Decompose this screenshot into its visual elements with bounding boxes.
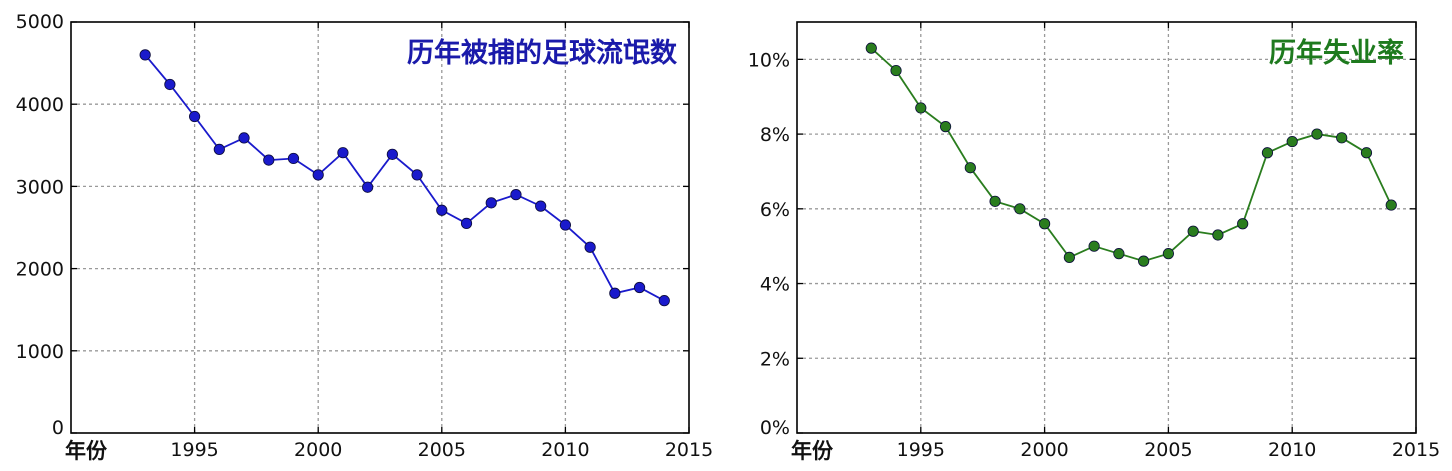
data-point [989, 195, 1001, 207]
data-point [312, 169, 324, 181]
data-point [436, 204, 448, 216]
plot-frame [796, 21, 1417, 434]
x-tick-label: 2010 [541, 439, 589, 461]
y-tick-label: 10% [748, 49, 790, 71]
data-point [609, 287, 621, 299]
data-point [584, 241, 596, 253]
y-tick-label: 5000 [16, 11, 64, 33]
unemployment-chart: 0% 2% 4% 6% 8% 10% 1995 2000 2005 2010 2015 年份 历年失业率 [748, 21, 1440, 463]
y-tick-label: 8% [760, 124, 790, 146]
data-point [213, 143, 225, 156]
data-point [1063, 251, 1075, 263]
y-tick-label: 1000 [16, 341, 64, 363]
series-line [144, 54, 665, 302]
y-tick-label: 4% [760, 274, 790, 296]
data-point [337, 147, 349, 159]
data-point [263, 154, 275, 166]
data-point [559, 219, 572, 231]
data-point [1039, 218, 1051, 230]
y-tick-label: 6% [760, 199, 790, 221]
y-tick-label: 2% [760, 348, 790, 370]
x-axis-label: 年份 [65, 439, 108, 463]
data-point [238, 132, 250, 144]
y-tick-label: 4000 [16, 94, 64, 116]
y-tick-label: 0 [52, 417, 64, 439]
data-point [362, 181, 374, 193]
data-point [1336, 132, 1348, 144]
data-point [1014, 203, 1026, 215]
x-tick-label: 2015 [665, 439, 713, 461]
x-tick-label: 1995 [897, 439, 945, 461]
arrests-chart: 0 1000 2000 3000 4000 5000 1995 2000 2005 2010 201… [16, 11, 714, 463]
data-point [164, 78, 176, 91]
data-point [964, 162, 976, 174]
data-point [865, 42, 877, 54]
plot-frame [70, 21, 690, 434]
x-tick-label: 2000 [1020, 439, 1068, 461]
x-tick-label: 2005 [418, 439, 466, 461]
data-point [1162, 248, 1175, 260]
x-tick-label: 2015 [1392, 439, 1440, 461]
data-point [287, 152, 300, 165]
data-point [1360, 147, 1373, 159]
data-point [1385, 199, 1397, 211]
data-point [658, 295, 670, 307]
data-point [1261, 147, 1274, 159]
chart-title: 历年被捕的足球流氓数 [407, 37, 678, 69]
data-point [1212, 229, 1224, 241]
data-point [485, 197, 497, 209]
data-point [510, 189, 522, 201]
data-point [915, 102, 927, 114]
y-tick-label: 2000 [16, 259, 64, 281]
data-point [535, 200, 547, 212]
series-line [870, 47, 1393, 263]
x-tick-label: 2000 [294, 439, 342, 461]
y-tick-label: 0% [760, 417, 790, 439]
data-point [1237, 218, 1249, 230]
x-tick-label: 1995 [170, 439, 218, 461]
data-point [1138, 255, 1150, 267]
data-point [1113, 248, 1125, 260]
x-axis-label: 年份 [791, 439, 834, 463]
x-tick-label: 2005 [1144, 439, 1192, 461]
data-point [1286, 135, 1298, 148]
x-tick-label: 2010 [1268, 439, 1316, 461]
data-point [1088, 240, 1100, 252]
data-point [890, 64, 902, 77]
data-point [1187, 225, 1199, 237]
data-point [189, 110, 201, 123]
data-point [460, 217, 473, 229]
data-point [1311, 128, 1323, 140]
data-point [139, 49, 151, 61]
data-point [939, 121, 952, 133]
y-tick-label: 3000 [16, 176, 64, 198]
data-point [386, 148, 398, 160]
data-point [411, 169, 423, 181]
data-point [633, 281, 646, 294]
chart-title: 历年失业率 [1269, 37, 1404, 69]
